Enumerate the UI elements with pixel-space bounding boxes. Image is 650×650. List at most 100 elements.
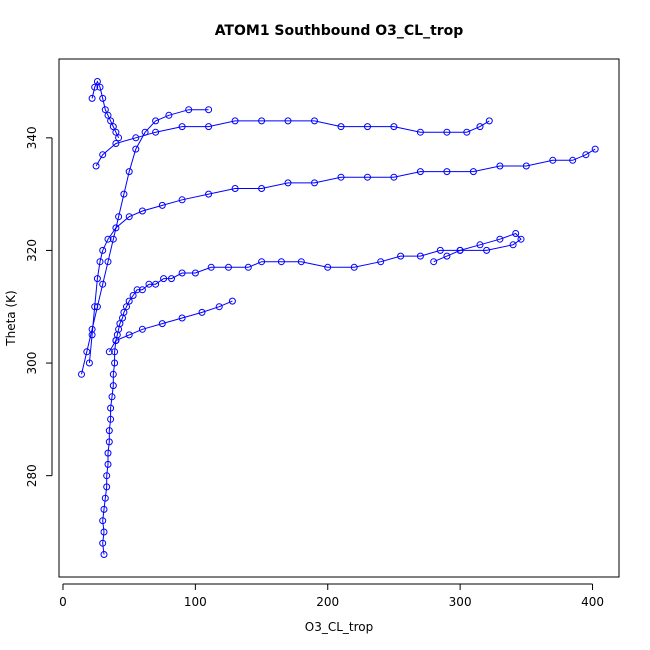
- data-point: [83, 348, 91, 356]
- data-point: [160, 275, 168, 283]
- data-point: [377, 258, 385, 266]
- data-point: [215, 303, 223, 311]
- data-point: [205, 106, 213, 114]
- data-point: [258, 185, 266, 192]
- data-point: [104, 235, 112, 243]
- data-point: [231, 185, 239, 192]
- data-point: [88, 325, 96, 333]
- data-point: [99, 151, 107, 159]
- data-point: [178, 314, 186, 322]
- data-point: [93, 275, 101, 283]
- data-point: [125, 213, 133, 221]
- data-point: [158, 320, 166, 328]
- data-point: [104, 111, 112, 119]
- data-point: [512, 230, 520, 237]
- data-point: [205, 123, 213, 131]
- data-point: [311, 117, 318, 125]
- data-point: [104, 258, 112, 266]
- data-point: [111, 348, 119, 356]
- data-point: [517, 235, 525, 243]
- x-axis-label: O3_CL_trop: [305, 620, 373, 634]
- data-point: [476, 123, 484, 131]
- data-point: [350, 263, 358, 271]
- data-point: [522, 162, 530, 170]
- data-point: [107, 117, 115, 125]
- data-point: [277, 258, 285, 266]
- data-point: [88, 94, 96, 102]
- data-point: [165, 111, 173, 119]
- data-point: [116, 320, 124, 328]
- data-point: [463, 128, 471, 136]
- series-4: [78, 106, 213, 378]
- data-point: [152, 128, 160, 136]
- data-point: [416, 128, 424, 136]
- data-point: [476, 241, 484, 249]
- data-point: [125, 297, 133, 305]
- data-point: [485, 117, 493, 125]
- data-point: [258, 258, 266, 266]
- data-point: [141, 128, 149, 136]
- plot-frame: [58, 58, 620, 578]
- data-point: [244, 263, 252, 271]
- data-point: [436, 246, 444, 254]
- series-1: [99, 230, 525, 558]
- data-point: [191, 269, 199, 277]
- series-line: [95, 120, 490, 167]
- data-point: [231, 117, 239, 125]
- data-point: [152, 280, 160, 288]
- data-point: [569, 156, 577, 164]
- data-point: [109, 382, 117, 390]
- data-point: [225, 263, 232, 271]
- data-point: [107, 404, 115, 412]
- data-point: [582, 151, 590, 159]
- data-point: [92, 162, 100, 170]
- data-point: [430, 258, 438, 266]
- data-point: [178, 123, 186, 131]
- data-point: [138, 286, 146, 294]
- data-point: [93, 303, 101, 311]
- data-point: [111, 359, 119, 367]
- data-point: [443, 168, 451, 176]
- data-point: [397, 252, 405, 260]
- data-point: [496, 235, 504, 243]
- data-point: [549, 156, 557, 164]
- data-point: [284, 179, 292, 187]
- data-point: [99, 94, 107, 102]
- data-point: [91, 83, 99, 91]
- data-point: [103, 483, 111, 491]
- data-point: [112, 140, 120, 147]
- data-point: [109, 370, 117, 378]
- series-line: [88, 148, 596, 364]
- y-tick-label: 340: [25, 126, 39, 149]
- data-point: [198, 308, 206, 316]
- data-point: [125, 331, 133, 339]
- data-point: [133, 286, 141, 294]
- data-point: [96, 83, 104, 91]
- y-tick-label: 320: [25, 239, 39, 262]
- data-point: [99, 280, 107, 288]
- data-point: [107, 415, 115, 423]
- data-point: [168, 275, 175, 283]
- data-point: [138, 325, 146, 333]
- data-point: [120, 308, 128, 316]
- series-line: [91, 80, 120, 139]
- data-point: [509, 241, 517, 249]
- data-point: [100, 551, 108, 558]
- data-point: [205, 190, 213, 198]
- chart-title: ATOM1 Southbound O3_CL_trop: [215, 23, 464, 39]
- data-point: [115, 134, 123, 142]
- data-point: [104, 449, 112, 457]
- data-point: [364, 123, 371, 131]
- x-tick-label: 300: [449, 595, 472, 609]
- x-tick-label: 200: [316, 595, 339, 609]
- data-point: [138, 207, 146, 215]
- data-point: [228, 297, 236, 305]
- series-line: [81, 109, 209, 375]
- data-point: [185, 106, 193, 114]
- data-point: [99, 246, 107, 254]
- data-point: [100, 528, 108, 536]
- data-point: [152, 117, 160, 125]
- data-point: [109, 235, 117, 243]
